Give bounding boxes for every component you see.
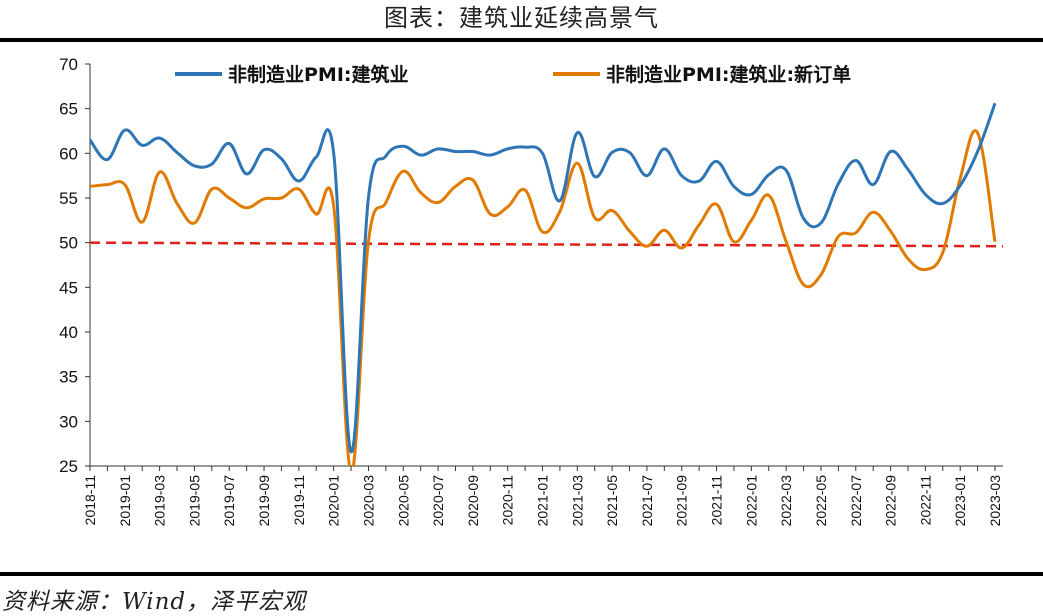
- x-tick-label: 2021-09: [674, 475, 690, 527]
- series-line-2: [90, 131, 995, 473]
- chart-title: 图表：建筑业延续高景气: [0, 0, 1043, 36]
- bottom-rule: [0, 572, 1043, 576]
- x-tick-label: 2020-11: [500, 475, 516, 526]
- y-tick-label: 40: [59, 323, 78, 342]
- chart-legend: 非制造业PMI:建筑业 非制造业PMI:建筑业:新订单: [175, 63, 851, 86]
- y-tick-label: 70: [59, 55, 78, 74]
- reference-line-50: [90, 243, 1003, 247]
- legend-label-series2: 非制造业PMI:建筑业:新订单: [606, 63, 851, 86]
- y-tick-label: 60: [59, 144, 78, 163]
- x-tick-label: 2022-01: [743, 475, 759, 527]
- x-tick-label: 2022-07: [848, 475, 864, 527]
- x-tick-label: 2019-05: [186, 475, 202, 527]
- x-tick-label: 2022-11: [917, 475, 933, 526]
- y-tick-label: 55: [59, 189, 78, 208]
- x-tick-label: 2021-03: [569, 475, 585, 527]
- x-tick-label: 2022-09: [883, 475, 899, 527]
- x-tick-label: 2022-05: [813, 475, 829, 527]
- source-note: 资料来源：Wind，泽平宏观: [2, 582, 306, 616]
- y-tick-label: 65: [59, 100, 78, 119]
- x-tick-label: 2020-03: [360, 475, 376, 527]
- x-tick-label: 2019-03: [152, 475, 168, 527]
- x-tick-label: 2018-11: [82, 475, 98, 526]
- y-tick-label: 35: [59, 368, 78, 387]
- x-tick-label: 2019-11: [291, 475, 307, 526]
- x-tick-label: 2020-09: [465, 475, 481, 527]
- line-chart: 25 30 35 40 45 50 55 60 65 70 2018-11 2019-01 2019-0…: [0, 44, 1043, 572]
- y-tick-label: 50: [59, 234, 78, 253]
- x-tick-label: 2019-01: [117, 475, 133, 527]
- x-tick-label: 2021-05: [604, 475, 620, 527]
- x-tick-label: 2021-07: [639, 475, 655, 527]
- series-layer: [90, 103, 1003, 472]
- y-tick-label: 30: [59, 412, 78, 431]
- chart-axes: 25 30 35 40 45 50 55 60 65 70 2018-11 2019-01 2019-0…: [59, 55, 1003, 526]
- top-rule: [0, 38, 1043, 42]
- x-tick-label: 2020-07: [430, 475, 446, 527]
- x-tick-label: 2022-03: [778, 475, 794, 527]
- x-tick-label: 2019-09: [256, 475, 272, 527]
- x-tick-label: 2019-07: [221, 475, 237, 527]
- x-tick-label: 2021-11: [709, 475, 725, 526]
- legend-label-series1: 非制造业PMI:建筑业: [228, 63, 409, 86]
- x-tick-label: 2020-01: [326, 475, 342, 527]
- series-line-1: [90, 103, 995, 452]
- y-tick-label: 25: [59, 457, 78, 476]
- y-tick-label: 45: [59, 278, 78, 297]
- x-tick-label: 2023-01: [952, 475, 968, 527]
- x-tick-label: 2023-03: [987, 475, 1003, 527]
- x-tick-label: 2021-01: [535, 475, 551, 527]
- x-tick-label: 2020-05: [395, 475, 411, 527]
